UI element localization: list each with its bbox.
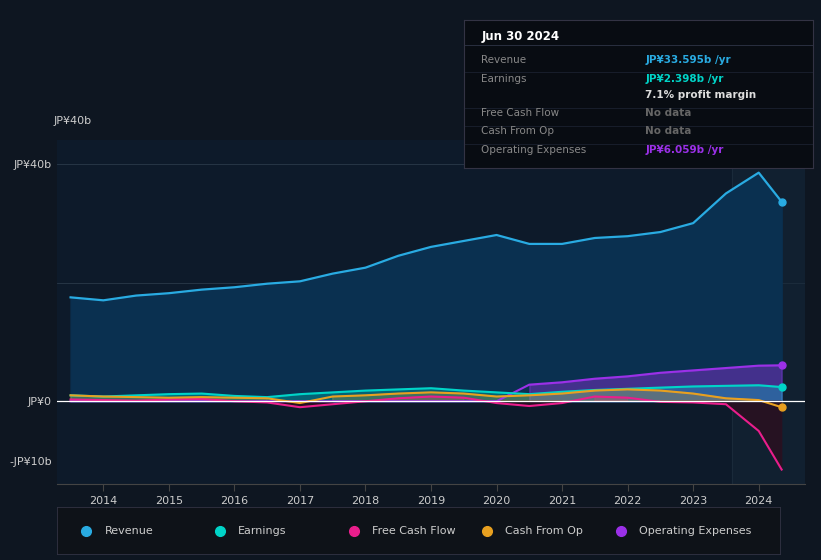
Text: Earnings: Earnings bbox=[481, 74, 527, 84]
Text: Cash From Op: Cash From Op bbox=[506, 526, 583, 535]
Text: Jun 30 2024: Jun 30 2024 bbox=[481, 30, 559, 43]
Bar bbox=[732, 140, 821, 484]
Text: JP¥40b: JP¥40b bbox=[53, 116, 91, 126]
Text: Revenue: Revenue bbox=[481, 55, 526, 64]
Text: JP¥33.595b /yr: JP¥33.595b /yr bbox=[645, 55, 731, 64]
Text: JP¥2.398b /yr: JP¥2.398b /yr bbox=[645, 74, 723, 84]
Text: Earnings: Earnings bbox=[238, 526, 287, 535]
Text: Revenue: Revenue bbox=[104, 526, 154, 535]
Text: No data: No data bbox=[645, 126, 691, 136]
Text: JP¥6.059b /yr: JP¥6.059b /yr bbox=[645, 145, 723, 155]
Text: Operating Expenses: Operating Expenses bbox=[639, 526, 751, 535]
Text: Cash From Op: Cash From Op bbox=[481, 126, 554, 136]
Text: Operating Expenses: Operating Expenses bbox=[481, 145, 586, 155]
Text: No data: No data bbox=[645, 108, 691, 118]
Text: Free Cash Flow: Free Cash Flow bbox=[372, 526, 456, 535]
Text: Free Cash Flow: Free Cash Flow bbox=[481, 108, 559, 118]
Text: 7.1% profit margin: 7.1% profit margin bbox=[645, 90, 756, 100]
